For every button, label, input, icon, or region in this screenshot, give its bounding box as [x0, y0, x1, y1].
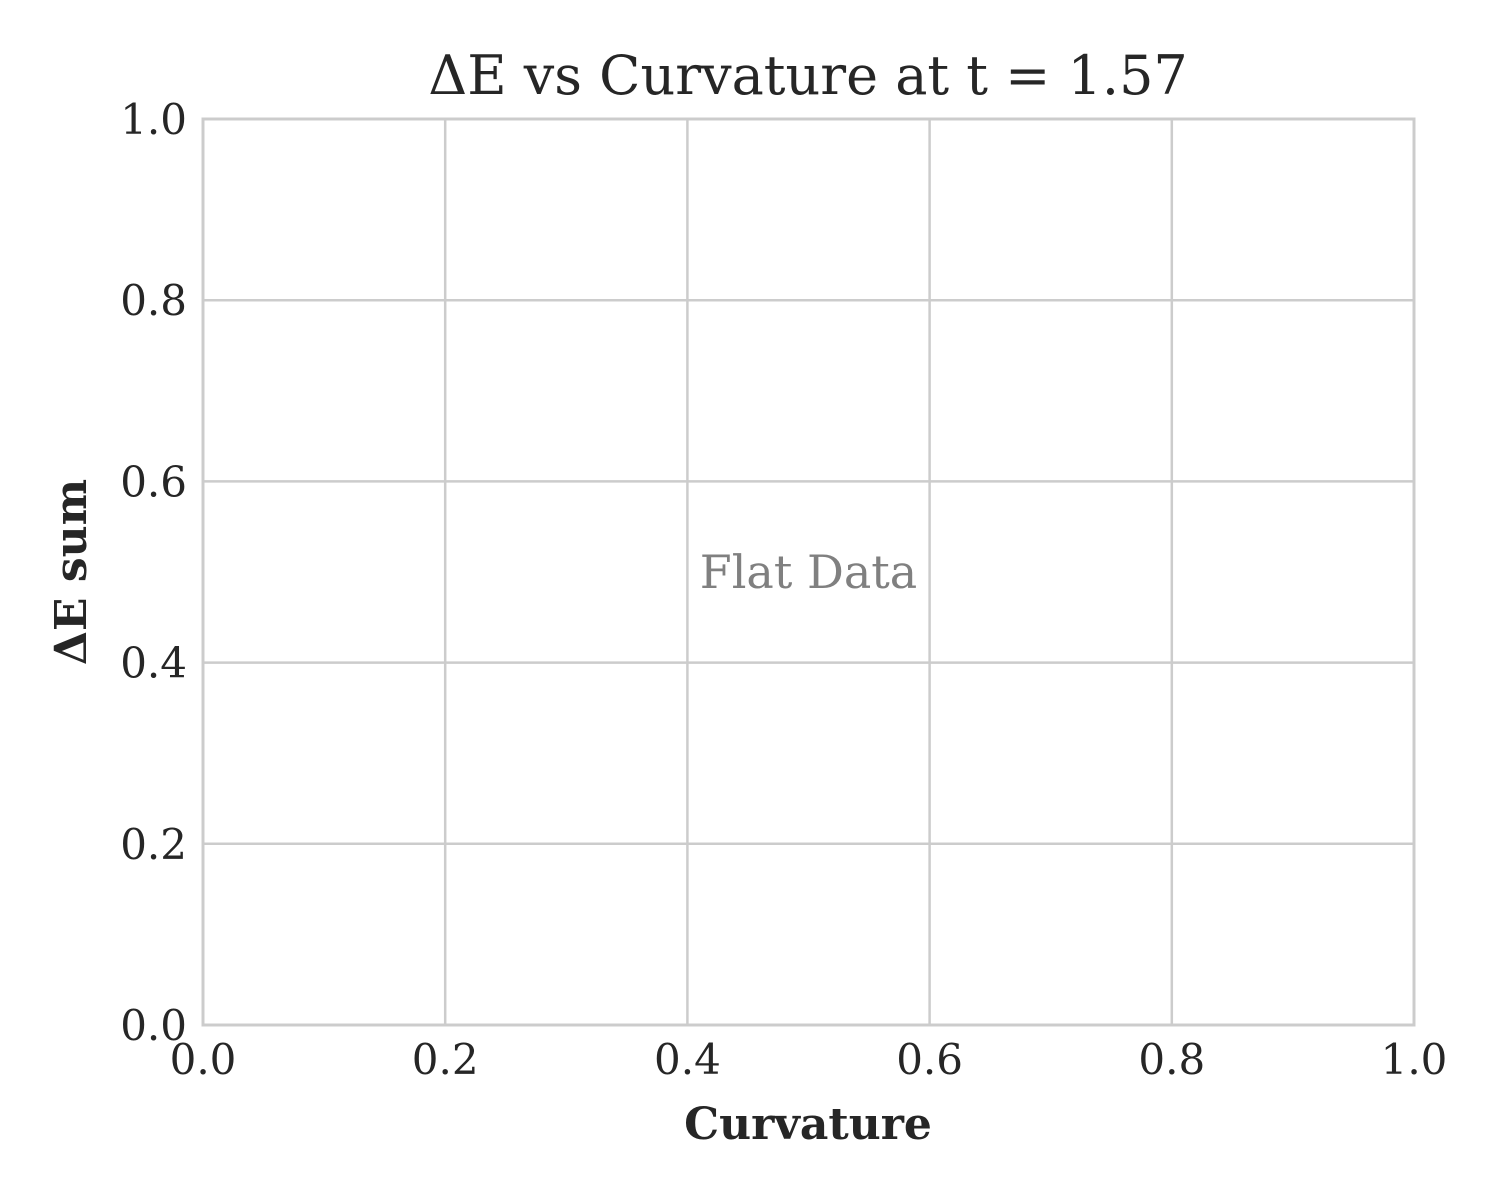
y-tick-label: 1.0 — [120, 95, 187, 144]
x-tick-label: 0.2 — [412, 1035, 479, 1084]
y-tick-labels: 0.0 0.2 0.4 0.6 0.8 1.0 — [120, 95, 187, 1050]
x-tick-label: 1.0 — [1381, 1035, 1448, 1084]
y-tick-label: 0.2 — [120, 820, 187, 869]
flat-data-annotation: Flat Data — [700, 545, 917, 599]
y-axis-label: ΔE sum — [46, 479, 97, 665]
x-tick-labels: 0.0 0.2 0.4 0.6 0.8 1.0 — [170, 1035, 1448, 1084]
y-tick-label: 0.8 — [120, 276, 187, 325]
y-tick-label: 0.4 — [120, 639, 187, 688]
axes-frame — [201, 117, 1416, 1027]
x-tick-label: 0.0 — [170, 1035, 237, 1084]
plot-area — [203, 119, 1414, 1025]
x-tick-label: 0.6 — [896, 1035, 963, 1084]
x-tick-label: 0.8 — [1138, 1035, 1205, 1084]
y-tick-label: 0.0 — [120, 1001, 187, 1050]
chart-title: ΔE vs Curvature at t = 1.57 — [428, 44, 1188, 107]
x-tick-label: 0.4 — [654, 1035, 721, 1084]
x-axis-label: Curvature — [684, 1099, 932, 1150]
y-tick-label: 0.6 — [120, 457, 187, 506]
